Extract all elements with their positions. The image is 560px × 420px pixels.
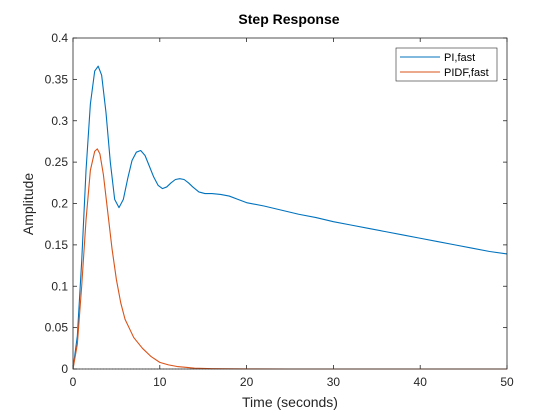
x-axis: 0 10 20 30 40 50	[70, 38, 514, 389]
legend-label-pidf-fast: PIDF,fast	[444, 67, 489, 79]
chart-title: Step Response	[238, 11, 339, 27]
x-tick-label: 0	[70, 375, 77, 389]
y-tick-label: 0.3	[51, 114, 68, 128]
x-axis-label: Time (seconds)	[242, 394, 338, 410]
x-tick-label: 20	[240, 375, 254, 389]
legend-label-pi-fast: PI,fast	[444, 52, 475, 64]
plot-area	[73, 38, 507, 369]
y-tick-label: 0.15	[45, 238, 69, 252]
y-tick-label: 0.2	[51, 197, 68, 211]
series-line-pi-fast	[72, 65, 508, 370]
y-tick-label: 0.25	[45, 155, 69, 169]
y-axis: 0 0.05 0.1 0.15 0.2 0.25 0.3 0.35 0.4	[45, 31, 507, 376]
x-tick-label: 50	[500, 375, 514, 389]
y-tick-label: 0.05	[45, 321, 69, 335]
x-tick-label: 10	[153, 375, 167, 389]
y-tick-label: 0	[61, 362, 68, 376]
y-tick-label: 0.4	[51, 31, 68, 45]
legend: PI,fast PIDF,fast	[395, 47, 498, 82]
legend-box	[395, 47, 498, 82]
y-tick-label: 0.1	[51, 279, 68, 293]
y-tick-label: 0.35	[45, 72, 69, 86]
y-axis-label: Amplitude	[20, 173, 36, 235]
axes-box	[72, 37, 508, 370]
x-tick-label: 30	[327, 375, 341, 389]
x-tick-label: 40	[414, 375, 428, 389]
